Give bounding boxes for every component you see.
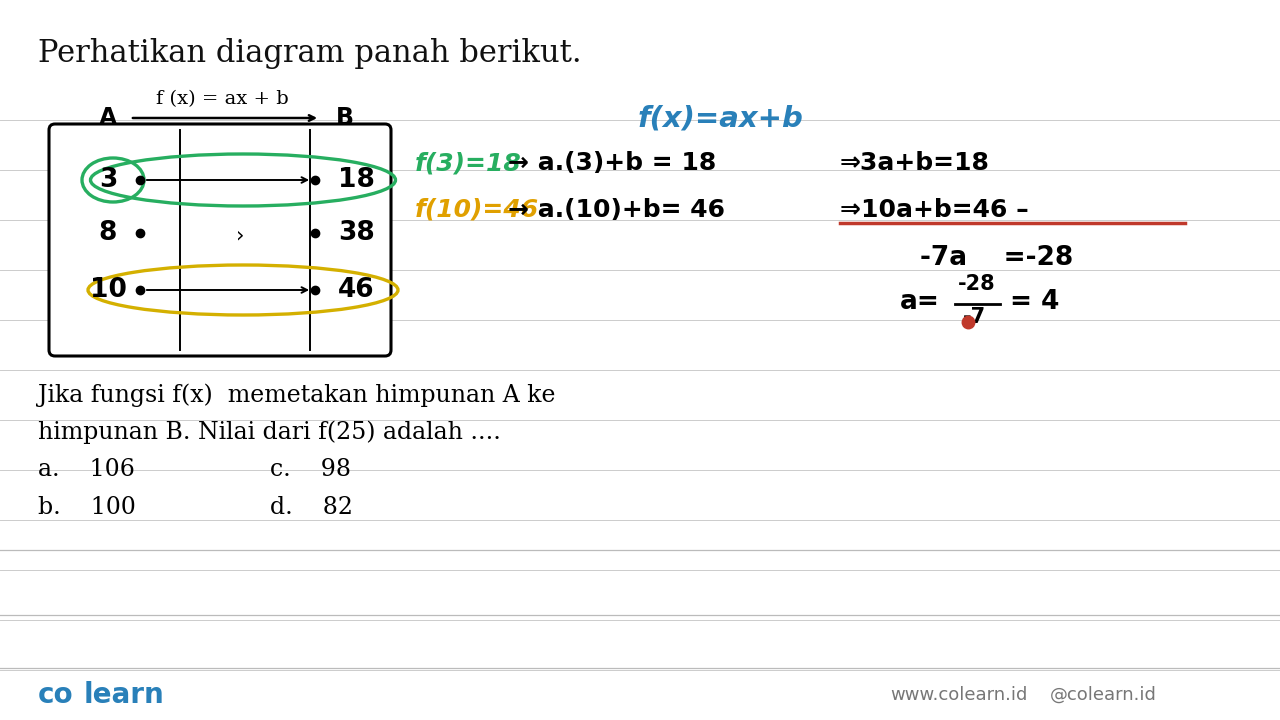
FancyBboxPatch shape [49, 124, 390, 356]
Text: = 4: = 4 [1010, 289, 1060, 315]
Text: 3: 3 [99, 167, 118, 193]
Text: d.    82: d. 82 [270, 496, 353, 519]
Text: -7a    =-28: -7a =-28 [920, 245, 1073, 271]
Text: a=: a= [900, 289, 940, 315]
Text: www.colearn.id: www.colearn.id [890, 686, 1028, 704]
Text: Perhatikan diagram panah berikut.: Perhatikan diagram panah berikut. [38, 38, 581, 69]
Text: 38: 38 [338, 220, 375, 246]
Text: 8: 8 [99, 220, 118, 246]
Text: f (x) = ax + b: f (x) = ax + b [156, 90, 288, 108]
Text: @colearn.id: @colearn.id [1050, 686, 1157, 704]
Text: ⇒10a+b=46 –: ⇒10a+b=46 – [840, 198, 1029, 222]
Text: f(10)=46: f(10)=46 [415, 198, 539, 222]
Text: → a.(10)+b= 46: → a.(10)+b= 46 [508, 198, 724, 222]
Text: co: co [38, 681, 74, 709]
Text: A: A [99, 106, 118, 130]
Text: a.    106: a. 106 [38, 458, 134, 481]
Text: ›: › [236, 225, 244, 245]
Text: B: B [335, 106, 355, 130]
Text: Jika fungsi f(x)  memetakan himpunan A ke: Jika fungsi f(x) memetakan himpunan A ke [38, 383, 556, 407]
Text: c.    98: c. 98 [270, 458, 351, 481]
Text: ⇒3a+b=18: ⇒3a+b=18 [840, 151, 989, 175]
Text: f(3)=18: f(3)=18 [415, 151, 522, 175]
Text: -7: -7 [963, 307, 986, 327]
Text: himpunan B. Nilai dari f(25) adalah ....: himpunan B. Nilai dari f(25) adalah .... [38, 420, 500, 444]
Text: 46: 46 [338, 277, 375, 303]
Text: learn: learn [84, 681, 165, 709]
Text: -28: -28 [957, 274, 996, 294]
Text: → a.(3)+b = 18: → a.(3)+b = 18 [508, 151, 717, 175]
Text: 10: 10 [90, 277, 127, 303]
Text: f(x)=ax+b: f(x)=ax+b [637, 105, 804, 133]
Text: 18: 18 [338, 167, 375, 193]
Text: b.    100: b. 100 [38, 496, 136, 519]
